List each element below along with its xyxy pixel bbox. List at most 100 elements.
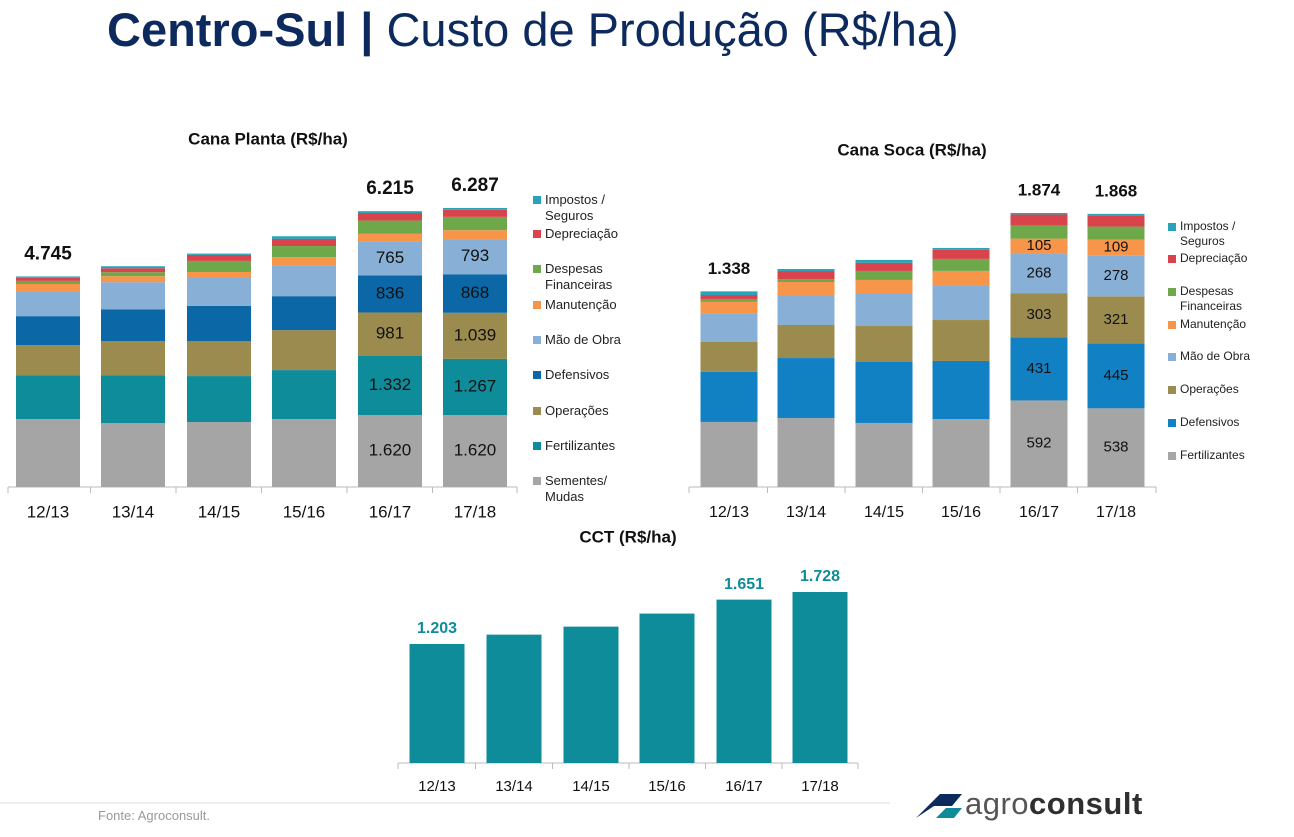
value-label: 268 (1026, 265, 1051, 282)
bar-segment (1010, 238, 1068, 254)
bar-segment (358, 213, 422, 221)
bar-segment (932, 285, 990, 321)
value-label: 109 (1103, 239, 1128, 256)
bar-segment (187, 260, 251, 272)
value-label: 868 (461, 283, 489, 302)
bar-segment (358, 355, 422, 416)
bar-segment (1087, 255, 1145, 297)
bar-segment (16, 345, 80, 376)
value-label: 1.332 (369, 375, 412, 394)
bar-segment (1010, 225, 1068, 239)
bar-segment (443, 415, 507, 487)
chart-title: Cana Planta (R$/ha) (188, 129, 348, 148)
chart-title: CCT (R$/ha) (579, 527, 676, 546)
bar-segment (932, 419, 990, 487)
value-label: 1.620 (369, 441, 412, 460)
bar-segment (1010, 253, 1068, 294)
total-label: 6.215 (366, 178, 414, 199)
bar-segment (358, 220, 422, 234)
legend-item: Despesas Financeiras (1168, 284, 1256, 314)
bar-segment (358, 275, 422, 313)
bar-segment (443, 216, 507, 231)
bar-segment (358, 241, 422, 276)
bar (486, 634, 542, 763)
slide-title: Centro-Sul | Custo de Produção (R$/ha) (107, 2, 959, 57)
legend-item: Defensivos (1168, 415, 1256, 430)
legend-label: Impostos / Seguros (545, 192, 605, 224)
value-label: 431 (1026, 360, 1051, 377)
legend-label: Impostos / Seguros (1180, 219, 1236, 248)
legend-label: Fertilizantes (1180, 448, 1245, 462)
bar-segment (855, 279, 913, 295)
legend-label: Depreciação (1180, 251, 1248, 265)
bar-segment (272, 236, 336, 239)
x-tick-label: 17/18 (454, 502, 497, 521)
value-label: 592 (1026, 435, 1051, 452)
bar-segment (272, 257, 336, 266)
total-label: 4.745 (24, 243, 72, 264)
bar-segment (16, 280, 80, 284)
total-label: 1.874 (1018, 180, 1061, 199)
legend-item: Operações (533, 403, 625, 419)
bar (563, 626, 619, 763)
bar (409, 643, 465, 763)
value-label: 321 (1103, 311, 1128, 328)
legend-item: Operações (1168, 382, 1256, 397)
bar-segment (1087, 239, 1145, 256)
x-tick-label: 16/17 (369, 502, 412, 521)
legend-label: Mão de Obra (1180, 349, 1251, 363)
total-label: 1.338 (708, 259, 751, 278)
x-tick-label: 14/15 (198, 502, 241, 521)
bar-segment (101, 266, 165, 269)
bar-segment (855, 326, 913, 362)
bar-segment (700, 291, 758, 296)
legend-item: Mão de Obra (533, 332, 625, 348)
bar-segment (358, 233, 422, 242)
legend-swatch (1168, 419, 1176, 427)
legend-item: Manutenção (533, 297, 625, 313)
bar-segment (16, 316, 80, 346)
legend-item: Defensivos (533, 367, 625, 383)
bar-segment (855, 422, 913, 487)
bar-segment (272, 296, 336, 331)
source: Fonte: Agroconsult. (98, 808, 211, 823)
bar-segment (777, 324, 835, 359)
bar-segment (101, 309, 165, 342)
bar-segment (187, 340, 251, 377)
legend-label: Sementes/ Mudas (545, 473, 608, 505)
legend-label: Manutenção (1180, 317, 1247, 331)
bar-segment (1010, 214, 1068, 226)
legend-swatch (533, 407, 541, 415)
legend-label: Defensivos (1180, 415, 1240, 429)
bar-segment (777, 282, 835, 296)
bar-segment (16, 277, 80, 281)
logo: agroconsult (965, 786, 1143, 822)
bar-segment (272, 265, 336, 297)
bar-segment (187, 421, 251, 487)
legend-item: Fertilizantes (533, 438, 625, 454)
bar-segment (272, 330, 336, 371)
legend-swatch (533, 301, 541, 309)
bar-segment (700, 295, 758, 299)
value-label: 1.620 (454, 441, 497, 460)
bar-segment (700, 298, 758, 302)
bar-segment (101, 282, 165, 310)
value-label: 1.728 (800, 568, 840, 585)
bar-segment (1010, 293, 1068, 338)
bar-segment (16, 283, 80, 292)
legend-swatch (533, 265, 541, 273)
legend-label: Fertilizantes (545, 438, 616, 453)
x-tick-label: 13/14 (786, 504, 826, 521)
legend-item: Sementes/ Mudas (533, 473, 625, 506)
logo-icon (916, 794, 962, 818)
value-label: 105 (1026, 237, 1051, 254)
bar-segment (16, 276, 80, 278)
value-label: 1.267 (454, 376, 497, 395)
value-label: 1.203 (417, 620, 457, 637)
x-tick-label: 12/13 (709, 504, 749, 521)
bar-segment (101, 272, 165, 277)
legend-item: Depreciação (1168, 251, 1256, 266)
legend-swatch (1168, 255, 1176, 263)
